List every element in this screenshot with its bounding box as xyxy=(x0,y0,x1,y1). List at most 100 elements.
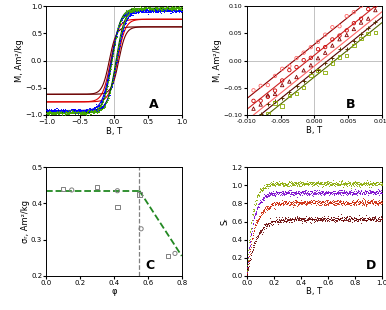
Point xyxy=(359,217,366,222)
Point xyxy=(309,184,315,188)
Point xyxy=(301,201,307,206)
Point xyxy=(377,218,383,223)
Point xyxy=(372,8,378,13)
Point xyxy=(152,8,158,13)
Point xyxy=(168,6,174,11)
Point xyxy=(319,180,325,185)
Point xyxy=(346,201,352,206)
Point xyxy=(261,185,267,190)
Point xyxy=(270,219,276,224)
Point xyxy=(261,192,267,197)
Point xyxy=(296,182,302,187)
Point xyxy=(159,5,165,10)
Point xyxy=(359,217,365,222)
Point xyxy=(366,182,372,187)
Point xyxy=(131,7,137,12)
Point xyxy=(350,183,357,188)
Point xyxy=(268,202,274,207)
Point xyxy=(344,193,350,198)
Point xyxy=(300,218,306,223)
Point xyxy=(152,5,158,10)
Point xyxy=(341,200,347,205)
Point xyxy=(135,9,141,14)
Point xyxy=(51,110,57,115)
Point xyxy=(67,109,73,114)
Point xyxy=(112,66,118,71)
Point xyxy=(149,9,156,14)
Point xyxy=(283,199,289,204)
Point xyxy=(147,4,153,9)
Point xyxy=(283,182,289,187)
Point xyxy=(274,219,280,224)
Point xyxy=(152,5,158,10)
Point xyxy=(68,109,74,114)
Point xyxy=(361,180,367,185)
Point xyxy=(249,218,255,223)
Point xyxy=(315,56,321,61)
Point xyxy=(282,182,288,187)
Point xyxy=(350,217,357,222)
Point xyxy=(377,179,383,184)
Point xyxy=(96,103,102,108)
Point xyxy=(158,9,164,14)
Point xyxy=(339,215,345,220)
Point xyxy=(103,100,109,105)
Point xyxy=(74,110,80,115)
Point xyxy=(271,191,277,196)
Point xyxy=(107,63,113,68)
Point xyxy=(59,110,65,115)
Point xyxy=(91,109,97,114)
Point xyxy=(92,110,98,115)
Point xyxy=(356,213,362,218)
Point xyxy=(119,31,125,36)
Point xyxy=(286,202,293,207)
Point xyxy=(165,9,171,14)
Point xyxy=(288,217,295,222)
Point xyxy=(252,203,258,208)
Point xyxy=(147,7,153,11)
Point xyxy=(130,7,136,12)
Point xyxy=(68,107,74,112)
Point xyxy=(73,107,80,112)
Point xyxy=(291,219,297,224)
Point xyxy=(293,199,300,204)
Point xyxy=(178,10,184,15)
Point xyxy=(61,107,68,112)
Point xyxy=(81,109,87,114)
Point xyxy=(315,47,321,52)
Point xyxy=(166,7,172,12)
Point xyxy=(285,181,291,186)
Point xyxy=(325,218,331,223)
Point xyxy=(319,215,325,220)
Point xyxy=(166,6,172,11)
Point xyxy=(63,109,69,114)
Point xyxy=(49,109,55,114)
Point xyxy=(338,180,344,185)
Point xyxy=(45,111,51,116)
Point xyxy=(369,189,375,194)
Point xyxy=(371,201,377,206)
Point xyxy=(312,215,318,219)
Point xyxy=(287,179,293,184)
Point xyxy=(174,7,180,12)
Point xyxy=(322,183,328,188)
Point xyxy=(355,179,361,184)
Point xyxy=(369,181,375,186)
Point xyxy=(171,7,177,12)
Point xyxy=(115,47,121,52)
Point xyxy=(53,110,59,115)
Point xyxy=(100,99,106,104)
Point xyxy=(350,190,357,195)
Point xyxy=(164,6,170,11)
Point xyxy=(288,219,295,224)
Point xyxy=(347,191,353,196)
Point xyxy=(58,111,64,116)
Point xyxy=(252,211,259,216)
Point xyxy=(170,7,176,11)
Point xyxy=(289,215,295,220)
Point xyxy=(132,7,138,12)
Point xyxy=(286,191,293,196)
Point xyxy=(289,182,295,187)
Point xyxy=(359,203,366,208)
Point xyxy=(329,56,335,61)
